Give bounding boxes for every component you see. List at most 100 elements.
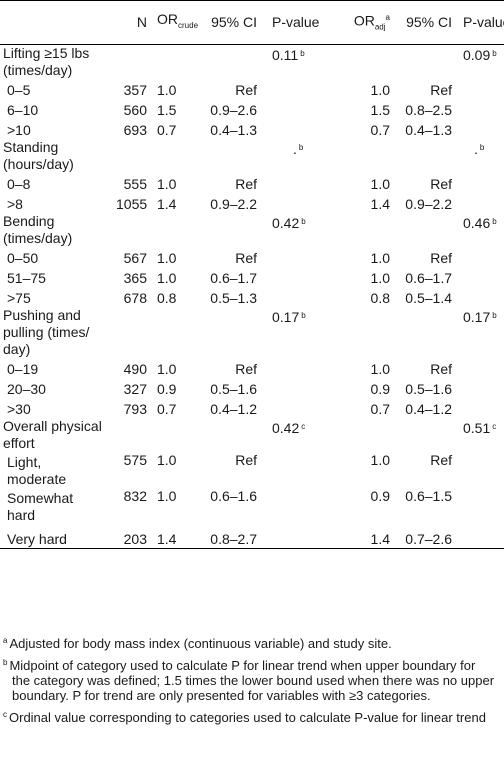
pvalue-footnote: c [492,422,497,431]
pvalue-text: 0.17 [272,309,300,325]
footnote-mark: b [3,658,8,667]
row-label: 6–10 [7,102,39,118]
pvalue-text: 0.09 [463,47,491,63]
cell-or-crude: 1.0 [157,176,177,192]
row-label: Light, moderate [7,454,67,487]
cell-or-crude: 1.0 [157,488,177,504]
category-row: Bending (times/day) 0.42 b 0.46 b [0,213,504,247]
cell-or-adjusted: 0.9 [370,488,390,504]
cell-ci-crude: 0.9–2.2 [210,196,257,212]
cell-n: 678 [123,290,147,306]
cell-or-crude: 1.4 [157,531,177,547]
header-ci-adjusted: 95% CI [406,14,452,30]
category-pvalue-crude: 0.11 b [263,45,340,80]
header-or-adjusted: ORadja [340,1,396,45]
cell-n: 490 [123,361,147,377]
cell-ci-adjusted: 0.6–1.5 [405,488,452,504]
cell-ci-adjusted: Ref [430,361,452,377]
cell-n: 560 [123,102,147,118]
cell-ci-crude: 0.5–1.3 [210,290,257,306]
table-footnotes: a Adjusted for body mass index (continuou… [0,633,496,729]
cell-n: 555 [123,176,147,192]
category-row: Standing (hours/day) .b .b [0,139,504,173]
category-label: Overall physical effort [3,418,102,451]
footnote-text: Adjusted for body mass index (continuous… [9,636,392,651]
row-label: >10 [7,122,31,138]
pvalue-footnote: b [301,311,306,320]
cell-ci-adjusted: 0.9–2.2 [405,196,452,212]
pvalue-text: 0.17 [463,309,491,325]
category-row: Pushing and pulling (times/ day) 0.17 b 0… [0,307,504,358]
cell-ci-crude: 0.6–1.7 [210,270,257,286]
footnote-mark: c [3,710,7,719]
cell-or-crude: 1.0 [157,270,177,286]
cell-or-adjusted: 1.0 [370,452,390,468]
pvalue-footnote: b [492,311,497,320]
footnote-a: a Adjusted for body mass index (continuou… [3,633,496,651]
cell-ci-adjusted: 0.5–1.4 [405,290,452,306]
cell-or-adjusted: 1.0 [370,361,390,377]
row-label: >75 [7,290,31,306]
cell-or-crude: 1.0 [157,82,177,98]
table-header: N ORcrude 95% CI P-value ORadja 95% CI P… [0,0,504,45]
table-row: >8 1055 1.4 0.9–2.2 1.4 0.9–2.2 [0,193,504,213]
cell-n: 693 [123,122,147,138]
cell-ci-adjusted: 0.4–1.3 [405,122,452,138]
cell-or-adjusted: 0.7 [370,122,390,138]
cell-ci-adjusted: Ref [430,250,452,266]
cell-n: 1055 [116,196,148,212]
cell-ci-crude: Ref [235,82,257,98]
pvalue-footnote: b [298,143,304,152]
pvalue-footnote: b [301,217,306,226]
cell-ci-adjusted: 0.6–1.7 [405,270,452,286]
cell-or-crude: 1.0 [157,452,177,468]
cell-n: 575 [123,452,147,468]
header-or-crude-main: OR [157,11,178,28]
footnote-c: c Ordinal value corresponding to categori… [3,707,496,725]
category-row: Overall physical effort 0.42 c 0.51 c [0,418,504,452]
cell-ci-crude: Ref [235,176,257,192]
cell-or-adjusted: 1.0 [370,270,390,286]
cell-ci-crude: 0.4–1.3 [210,122,257,138]
header-or-adj-main: OR [353,12,375,29]
pvalue-text: 0.42 [272,215,300,231]
row-label: 0–19 [7,361,39,377]
category-pvalue-adjusted: 0.17 b [454,307,504,358]
header-n: N [136,14,147,30]
cell-ci-crude: 0.6–1.6 [210,488,257,504]
category-pvalue-crude: 0.42 c [263,418,340,452]
cell-or-adjusted: 0.8 [370,290,390,306]
pvalue-text: 0.42 [272,420,300,436]
table-row: 6–10 560 1.5 0.9–2.6 1.5 0.8–2.5 [0,99,504,119]
category-pvalue-adjusted: 0.46 b [454,213,504,247]
cell-ci-adjusted: Ref [430,452,452,468]
cell-ci-adjusted: 0.8–2.5 [405,102,452,118]
cell-or-adjusted: 1.0 [370,82,390,98]
cell-ci-adjusted: 0.5–1.6 [405,381,452,397]
pvalue-footnote: b [492,217,497,226]
pvalue-text: 0.51 [463,420,491,436]
results-table-container: N ORcrude 95% CI P-value ORadja 95% CI P… [0,0,504,549]
row-label: Very hard [7,531,67,547]
cell-ci-adjusted: 0.4–1.2 [405,401,452,417]
results-table: N ORcrude 95% CI P-value ORadja 95% CI P… [0,0,504,549]
cell-or-adjusted: 1.5 [370,102,390,118]
table-row: 0–8 555 1.0 Ref 1.0 Ref [0,173,504,193]
row-label: 20–30 [7,381,46,397]
row-label: 0–8 [7,176,31,192]
table-row: Light, moderate 575 1.0 Ref 1.0 Ref [0,452,504,488]
category-pvalue-adjusted: .b [454,139,504,173]
row-label: Somewhat hard [7,490,74,523]
cell-or-crude: 0.7 [157,122,177,138]
cell-n: 327 [123,381,147,397]
table-row: >10 693 0.7 0.4–1.3 0.7 0.4–1.3 [0,119,504,139]
cell-or-crude: 0.7 [157,401,177,417]
table-row: 20–30 327 0.9 0.5–1.6 0.9 0.5–1.6 [0,378,504,398]
table-row: Somewhat hard 832 1.0 0.6–1.6 0.9 0.6–1.… [0,488,504,524]
row-label: >30 [7,401,31,417]
pvalue-text: 0.46 [463,215,491,231]
pvalue-footnote: b [300,49,305,58]
category-pvalue-adjusted: 0.09 b [454,45,504,80]
cell-or-adjusted: 1.0 [370,176,390,192]
cell-or-crude: 1.4 [157,196,177,212]
